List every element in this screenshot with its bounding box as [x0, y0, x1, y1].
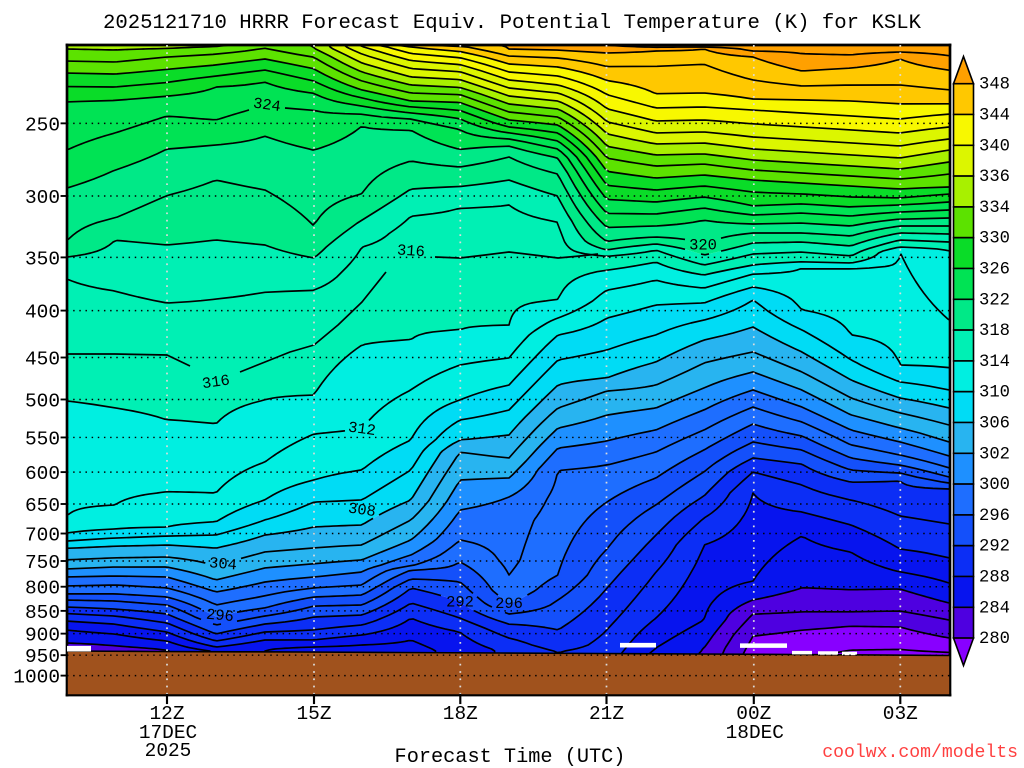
svg-text:600: 600 — [25, 463, 60, 485]
svg-text:550: 550 — [25, 428, 60, 450]
svg-text:350: 350 — [25, 248, 60, 270]
svg-text:306: 306 — [979, 415, 1010, 434]
svg-text:330: 330 — [979, 230, 1010, 249]
svg-text:300: 300 — [25, 187, 60, 209]
svg-text:300: 300 — [979, 476, 1010, 495]
svg-text:2025: 2025 — [145, 740, 192, 762]
svg-text:850: 850 — [25, 602, 60, 624]
svg-text:292: 292 — [979, 538, 1010, 557]
svg-text:400: 400 — [25, 302, 60, 324]
svg-text:800: 800 — [25, 578, 60, 600]
svg-text:650: 650 — [25, 495, 60, 517]
svg-text:18DEC: 18DEC — [726, 722, 784, 744]
svg-text:310: 310 — [979, 384, 1010, 403]
svg-text:302: 302 — [979, 445, 1010, 464]
svg-text:292: 292 — [446, 593, 474, 611]
svg-text:750: 750 — [25, 552, 60, 574]
svg-text:21Z: 21Z — [589, 703, 624, 725]
svg-text:336: 336 — [979, 168, 1010, 187]
svg-text:318: 318 — [979, 322, 1010, 341]
svg-text:316: 316 — [201, 371, 231, 393]
svg-text:450: 450 — [25, 349, 60, 371]
svg-text:Forecast Time (UTC): Forecast Time (UTC) — [395, 746, 626, 768]
svg-text:18Z: 18Z — [443, 703, 478, 725]
svg-text:2025121710 HRRR Forecast Equiv: 2025121710 HRRR Forecast Equiv. Potentia… — [103, 12, 922, 35]
svg-text:284: 284 — [979, 599, 1010, 618]
svg-text:900: 900 — [25, 625, 60, 647]
svg-text:304: 304 — [208, 554, 237, 574]
svg-text:296: 296 — [979, 507, 1010, 526]
svg-text:344: 344 — [979, 107, 1010, 126]
svg-text:340: 340 — [979, 137, 1010, 156]
svg-text:326: 326 — [979, 261, 1010, 280]
svg-text:296: 296 — [205, 606, 234, 626]
svg-text:1000: 1000 — [13, 667, 60, 689]
svg-text:314: 314 — [979, 353, 1010, 372]
svg-text:00Z: 00Z — [736, 703, 771, 725]
svg-text:950: 950 — [25, 646, 60, 668]
svg-text:308: 308 — [347, 499, 377, 521]
svg-text:334: 334 — [979, 199, 1010, 218]
svg-text:322: 322 — [979, 291, 1010, 310]
svg-text:280: 280 — [979, 630, 1010, 649]
svg-text:324: 324 — [252, 94, 282, 116]
svg-text:500: 500 — [25, 390, 60, 412]
svg-text:316: 316 — [396, 241, 425, 261]
svg-text:03Z: 03Z — [883, 703, 918, 725]
svg-text:17DEC: 17DEC — [139, 722, 197, 744]
svg-text:296: 296 — [495, 595, 523, 613]
svg-text:312: 312 — [347, 418, 377, 440]
svg-text:coolwx.com/modelts: coolwx.com/modelts — [822, 743, 1018, 763]
svg-text:250: 250 — [25, 114, 60, 136]
svg-text:15Z: 15Z — [296, 703, 331, 725]
svg-text:700: 700 — [25, 525, 60, 547]
svg-text:320: 320 — [689, 236, 717, 254]
svg-text:288: 288 — [979, 569, 1010, 588]
svg-text:348: 348 — [979, 76, 1010, 95]
svg-text:12Z: 12Z — [149, 703, 184, 725]
